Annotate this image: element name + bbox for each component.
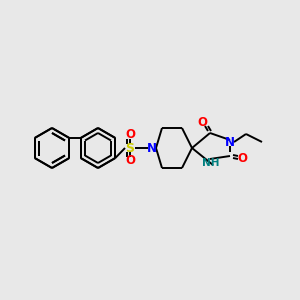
Text: O: O — [197, 116, 207, 128]
Text: N: N — [147, 142, 157, 154]
Text: O: O — [125, 154, 135, 167]
Text: N: N — [225, 136, 235, 148]
Text: NH: NH — [202, 158, 220, 168]
Text: S: S — [125, 142, 134, 154]
Text: O: O — [125, 128, 135, 142]
Text: O: O — [237, 152, 247, 164]
